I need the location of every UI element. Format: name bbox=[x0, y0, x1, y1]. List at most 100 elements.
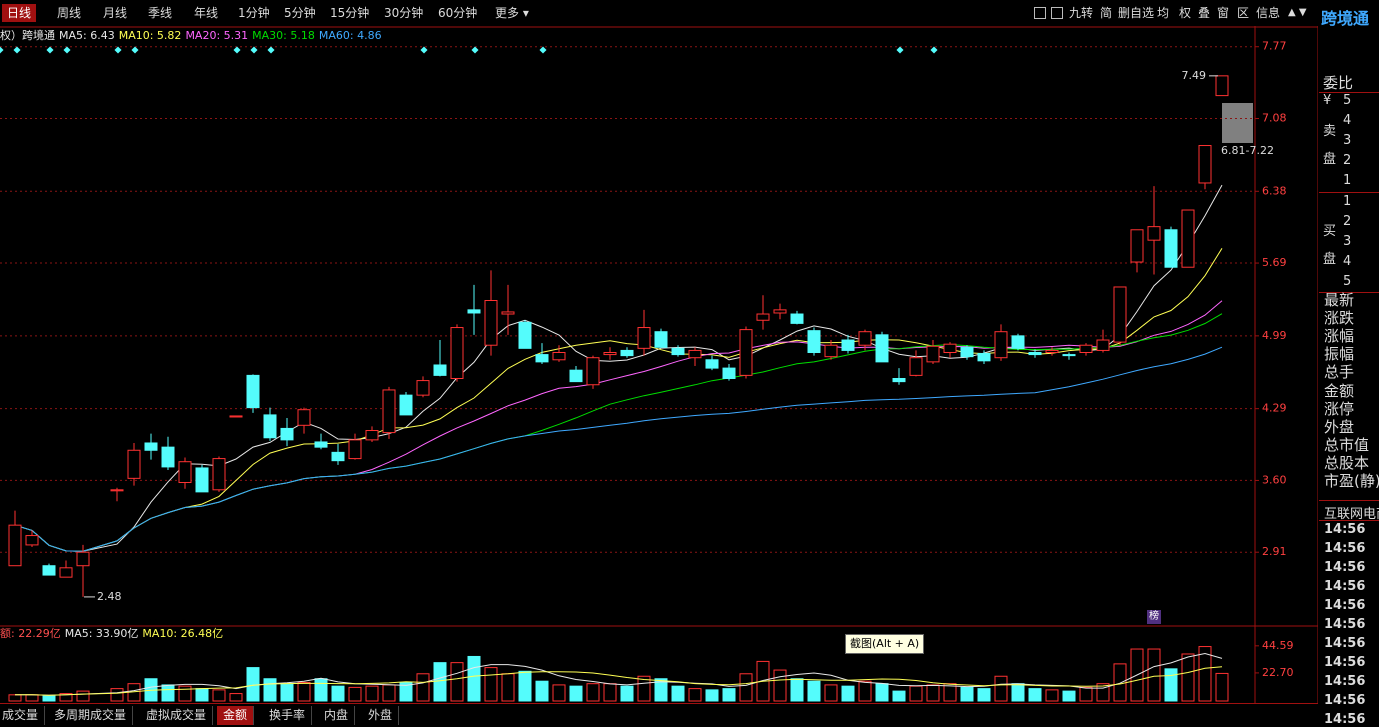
period-tab[interactable]: 60分钟 bbox=[438, 6, 478, 20]
tool-button[interactable]: 权 bbox=[1179, 6, 1192, 20]
volume-bar bbox=[314, 678, 328, 702]
tick-time: 14:56 bbox=[1324, 560, 1366, 575]
period-tab[interactable]: 日线 bbox=[2, 4, 37, 22]
tick-time: 14:56 bbox=[1324, 541, 1366, 556]
candle-body bbox=[110, 489, 124, 492]
candle-body bbox=[25, 535, 39, 546]
period-tab[interactable]: 月线 bbox=[103, 6, 128, 20]
legend-item: MA30: 5.18 bbox=[252, 29, 315, 42]
period-tab[interactable]: 1分钟 bbox=[238, 6, 270, 20]
separator bbox=[1319, 192, 1379, 193]
tool-button[interactable]: 区 bbox=[1237, 6, 1250, 20]
period-tab[interactable]: 季线 bbox=[148, 6, 173, 20]
candle-body bbox=[756, 313, 770, 321]
separator bbox=[1319, 520, 1379, 521]
candle-body bbox=[807, 330, 821, 354]
field-label: 振幅 bbox=[1324, 345, 1355, 364]
scroll-arrows[interactable]: ▲ ▼ bbox=[1288, 7, 1307, 18]
legend-item: MA20: 5.31 bbox=[185, 29, 248, 42]
volume-bar bbox=[960, 686, 974, 702]
period-tab[interactable]: 年线 bbox=[194, 6, 219, 20]
tick-time: 14:56 bbox=[1324, 655, 1366, 670]
candle-body bbox=[841, 339, 855, 351]
tool-button[interactable]: 简 bbox=[1100, 6, 1113, 20]
tool-button[interactable]: 叠 bbox=[1198, 6, 1211, 20]
candle-body bbox=[722, 367, 736, 380]
limit-range: 6.81-7.22 bbox=[1221, 144, 1274, 157]
volume-bar bbox=[603, 683, 617, 702]
candle-body bbox=[688, 349, 702, 359]
candle-body bbox=[42, 565, 56, 576]
tick-time: 14:56 bbox=[1324, 712, 1366, 726]
candle-body bbox=[1028, 352, 1042, 356]
candle-body bbox=[569, 369, 583, 383]
sell-label: 卖 bbox=[1323, 124, 1337, 139]
candle-body bbox=[76, 551, 90, 567]
candle-body bbox=[892, 378, 906, 383]
candle-body bbox=[977, 353, 991, 362]
period-tab[interactable]: 5分钟 bbox=[284, 6, 316, 20]
volume-bar bbox=[722, 688, 736, 702]
tick-time: 14:56 bbox=[1324, 598, 1366, 613]
tool-button[interactable]: 九转 bbox=[1069, 6, 1094, 20]
volume-bar bbox=[195, 688, 209, 702]
candle-body bbox=[535, 354, 549, 363]
candle-body bbox=[552, 352, 566, 361]
tool-icon[interactable] bbox=[1051, 7, 1063, 19]
indicator-tab[interactable]: 虚拟成交量 bbox=[140, 706, 214, 725]
candle-body bbox=[1130, 229, 1144, 263]
y-tick-label: 5.69 bbox=[1262, 256, 1287, 269]
period-tab[interactable]: 15分钟 bbox=[330, 6, 370, 20]
indicator-tab[interactable]: 金额 bbox=[217, 706, 255, 725]
tool-icon[interactable] bbox=[1034, 7, 1046, 19]
candle-body bbox=[212, 458, 226, 491]
tool-button[interactable]: 删自选 bbox=[1118, 6, 1155, 20]
candle-body bbox=[620, 349, 634, 357]
volume-bar bbox=[348, 686, 362, 702]
signal-marker bbox=[250, 46, 258, 54]
period-tab[interactable]: 30分钟 bbox=[384, 6, 424, 20]
volume-bar bbox=[943, 683, 957, 702]
y-tick-label: 22.70 bbox=[1262, 666, 1294, 679]
signal-marker bbox=[233, 46, 241, 54]
bottom-tabs: 成交量 多周期成交量 虚拟成交量 金额 换手率 内盘 外盘 bbox=[0, 703, 1318, 727]
volume-bar bbox=[994, 675, 1008, 702]
volume-bar bbox=[1198, 646, 1212, 702]
volume-bar bbox=[858, 680, 872, 702]
legend-item: MA5: 33.90亿 bbox=[65, 627, 139, 640]
volume-ma-line bbox=[15, 666, 1223, 696]
field-label: 市盈(静) bbox=[1324, 472, 1379, 490]
indicator-tab[interactable]: 内盘 bbox=[318, 706, 356, 725]
volume-bar bbox=[212, 689, 226, 702]
tool-button[interactable]: 信息 bbox=[1256, 6, 1281, 20]
tool-button[interactable]: 均 bbox=[1157, 6, 1170, 20]
legend-prefix: 权）跨境通 bbox=[0, 28, 55, 42]
tick-time: 14:56 bbox=[1324, 636, 1366, 651]
sell-level: 4 bbox=[1343, 113, 1352, 128]
y-tick-label: 7.08 bbox=[1262, 111, 1287, 124]
volume-bar bbox=[331, 685, 345, 702]
tick-time: 14:56 bbox=[1324, 693, 1366, 708]
signal-marker bbox=[114, 46, 122, 54]
buy-level: 2 bbox=[1343, 214, 1352, 229]
volume-bar bbox=[110, 688, 124, 702]
candle-body bbox=[637, 327, 651, 349]
candle-body bbox=[909, 357, 923, 376]
indicator-tab[interactable]: 换手率 bbox=[263, 706, 313, 725]
badge[interactable]: 榜 bbox=[1147, 610, 1161, 624]
candle-body bbox=[161, 446, 175, 468]
candle-body bbox=[433, 364, 447, 376]
tick-time: 14:56 bbox=[1324, 579, 1366, 594]
tool-button[interactable]: 窗 bbox=[1217, 6, 1230, 20]
period-tab[interactable]: 周线 bbox=[57, 6, 82, 20]
more-menu[interactable]: 更多 ▾ bbox=[495, 6, 529, 20]
separator bbox=[1319, 500, 1379, 501]
signal-marker bbox=[420, 46, 428, 54]
volume-bar bbox=[824, 684, 838, 702]
candle-body bbox=[467, 309, 481, 314]
indicator-tab[interactable]: 多周期成交量 bbox=[48, 706, 134, 725]
indicator-tab[interactable]: 成交量 bbox=[0, 706, 46, 725]
volume-bar bbox=[450, 662, 464, 702]
indicator-tab[interactable]: 外盘 bbox=[362, 706, 400, 725]
candle-body bbox=[773, 309, 787, 314]
